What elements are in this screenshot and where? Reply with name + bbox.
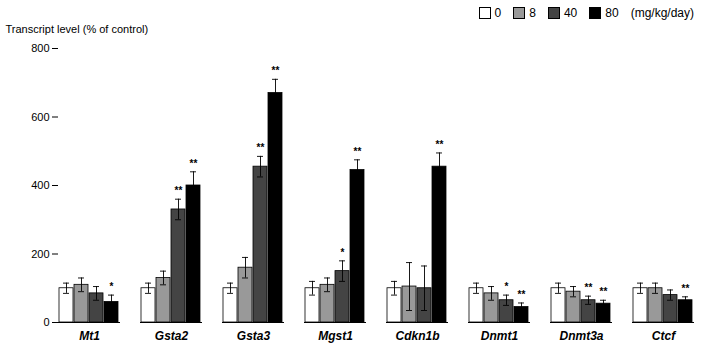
svg-text:**: ** xyxy=(354,146,362,157)
svg-text:*: * xyxy=(505,281,509,292)
svg-text:800: 800 xyxy=(31,42,49,54)
svg-text:Gsta2: Gsta2 xyxy=(155,329,189,343)
svg-text:**: ** xyxy=(518,289,526,300)
svg-text:400: 400 xyxy=(31,179,49,191)
svg-text:**: ** xyxy=(272,65,280,76)
html-text:0: 0 xyxy=(494,6,502,20)
svg-text:Transcript level (% of control: Transcript level (% of control) xyxy=(6,23,149,35)
svg-text:**: ** xyxy=(436,139,444,150)
svg-text:0: 0 xyxy=(43,316,49,328)
svg-text:Mt1: Mt1 xyxy=(79,329,100,343)
svg-text:Ctcf: Ctcf xyxy=(652,329,676,343)
html-text:80: 80 xyxy=(605,6,619,20)
html-text:8: 8 xyxy=(529,6,536,20)
svg-text:Gsta3: Gsta3 xyxy=(237,329,271,343)
svg-text:**: ** xyxy=(585,282,593,293)
html-text:(mg/kg/day): (mg/kg/day) xyxy=(630,6,694,20)
svg-text:**: ** xyxy=(175,185,183,196)
svg-text:Dnmt1: Dnmt1 xyxy=(481,329,519,343)
svg-text:Dnmt3a: Dnmt3a xyxy=(559,329,603,343)
svg-text:**: ** xyxy=(190,158,198,169)
svg-text:**: ** xyxy=(682,283,690,294)
html-text:40: 40 xyxy=(563,6,578,20)
svg-text:200: 200 xyxy=(31,248,49,260)
svg-text:**: ** xyxy=(257,142,265,153)
svg-text:*: * xyxy=(110,281,114,292)
svg-text:Mgst1: Mgst1 xyxy=(318,329,353,343)
svg-text:*: * xyxy=(341,247,345,258)
svg-text:Cdkn1b: Cdkn1b xyxy=(395,329,439,343)
svg-text:600: 600 xyxy=(31,111,49,123)
svg-text:**: ** xyxy=(600,286,608,297)
